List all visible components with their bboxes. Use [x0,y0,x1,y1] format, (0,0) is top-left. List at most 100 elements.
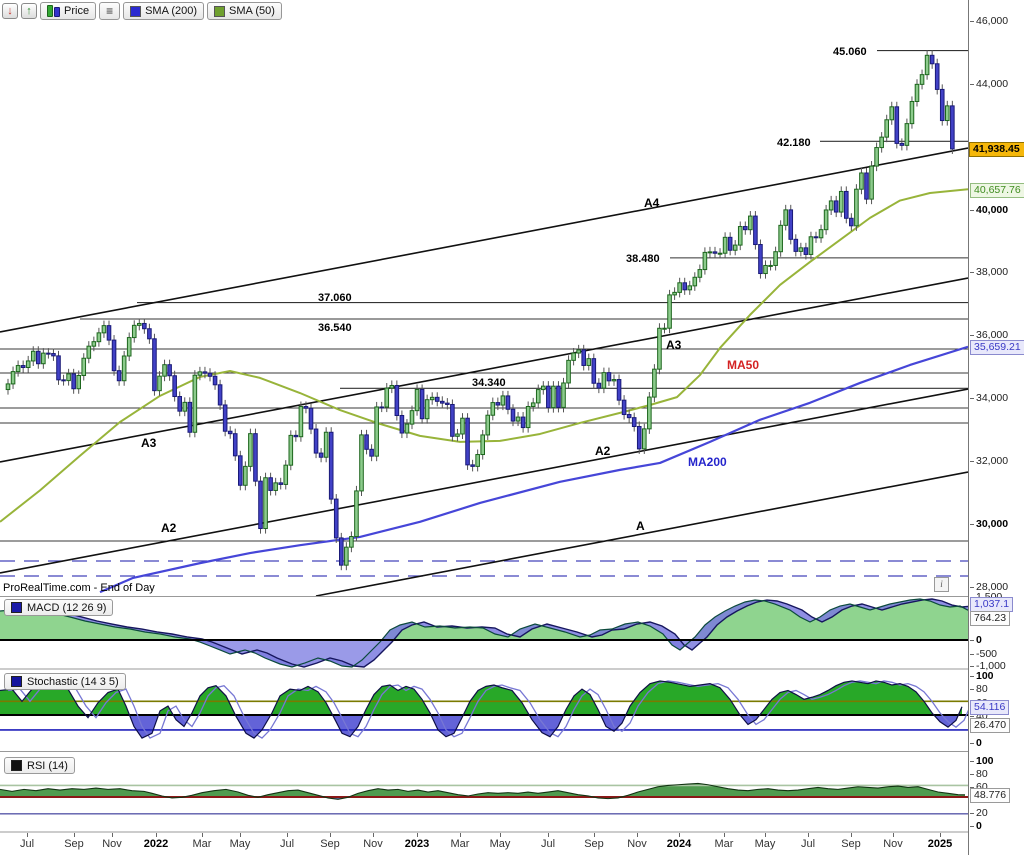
axis-tick-label: -500 [969,647,998,660]
time-tick-label: 2025 [927,838,953,850]
value-badge: 40,657.76 [970,183,1024,198]
time-tick-label: Jul [540,838,556,850]
stochastic-indicator-label: Stochastic (14 3 5) [27,675,119,688]
axis-tick-label: 100 [970,669,994,682]
time-axis[interactable]: Jul Sep Nov 2022 Mar May Jul Sep Nov 2023 Mar May Ju… [0,833,968,855]
time-tick-label: Sep [320,838,340,850]
series-list-button[interactable]: ≡ [99,2,121,20]
time-tick [637,833,638,837]
time-tick-label: 2024 [666,838,692,850]
info-icon[interactable]: i [934,577,949,592]
time-tick-label: Sep [64,838,84,850]
axis-tick-label: 44,000 [969,77,1009,90]
time-tick [112,833,113,837]
axis-tick-label: 36,000 [969,328,1009,341]
axis-tick-label: 40,000 [969,203,1009,216]
time-tick-label: Jul [279,838,295,850]
svg-text:A4: A4 [644,196,660,210]
rsi-swatch-icon [11,760,22,771]
axis-tick-label: 34,000 [969,391,1009,404]
svg-text:A3: A3 [141,436,157,450]
sma200-label: SMA (200) [145,5,198,17]
svg-text:42.180: 42.180 [777,137,811,149]
time-tick-label: 2022 [143,838,169,850]
axis-tick-label: 0 [970,633,982,646]
time-tick [893,833,894,837]
time-tick [240,833,241,837]
axis-tick-label: 60 [970,780,988,793]
time-tick [330,833,331,837]
axis-tick-label: 30,000 [969,517,1009,530]
svg-text:A2: A2 [595,444,611,458]
time-tick [460,833,461,837]
toolbar: ↓ ↑ Price ≡ SMA (200) SMA (50) [2,2,282,20]
macd-indicator-label: MACD (12 26 9) [27,601,107,614]
svg-text:38.480: 38.480 [626,253,660,265]
time-tick-label: Mar [192,838,212,850]
svg-text:34.340: 34.340 [472,377,506,389]
macd-swatch-icon [11,602,22,613]
time-tick [679,833,680,837]
time-tick [548,833,549,837]
price-axis[interactable]: 46,000 44,000 40,000 38,000 36,000 34,000 32,0… [968,0,1024,855]
time-tick [417,833,418,837]
watermark-end-of-day: ProRealTime.com - End of Day [3,582,155,594]
time-tick [373,833,374,837]
axis-tick-label: -1,000 [970,659,1006,672]
time-tick-label: Nov [627,838,647,850]
sma200-button[interactable]: SMA (200) [123,2,205,20]
time-tick-label: Nov [363,838,383,850]
time-tick-label: May [229,838,251,850]
value-badge: 1,037.1 [970,597,1014,612]
red-down-arrow-icon: ↓ [7,5,13,17]
export-down-button[interactable]: ↓ [2,3,18,19]
time-tick-label: Nov [883,838,903,850]
time-tick-label: Jul [19,838,35,850]
time-tick-label: Nov [102,838,122,850]
green-up-arrow-icon: ↑ [26,5,32,17]
axis-tick-label: 32,000 [969,454,1009,467]
time-tick-label: Jul [800,838,816,850]
time-tick-label: May [489,838,511,850]
time-tick-label: 2023 [404,838,430,850]
time-tick [74,833,75,837]
stochastic-swatch-icon [11,676,22,687]
rsi-indicator-chip[interactable]: RSI (14) [4,757,75,774]
axis-tick-label: 80 [970,767,988,780]
value-badge: 35,659.21 [970,340,1024,355]
value-badge: 48.776 [970,788,1011,803]
value-badge: 764.23 [970,611,1011,626]
value-badge: 41,938.45 [969,142,1024,157]
axis-tick-label: 100 [970,754,994,767]
svg-text:36.540: 36.540 [318,322,352,334]
time-tick [851,833,852,837]
svg-text:45.060: 45.060 [833,46,867,58]
price-series-button[interactable]: Price [40,2,97,20]
time-tick [765,833,766,837]
candlestick-icon [47,5,60,17]
time-tick-label: Sep [584,838,604,850]
macd-indicator-chip[interactable]: MACD (12 26 9) [4,599,114,616]
svg-text:A3: A3 [666,338,682,352]
svg-text:A: A [636,519,645,533]
axis-tick-label: 0 [970,819,982,832]
price-series-label: Price [64,5,90,17]
value-badge: 54.116 [970,700,1010,715]
axis-tick-label: 80 [970,682,988,695]
chart-canvas[interactable]: 45.060 42.180 38.480 37.060 36.540 34.340 A4 A3… [0,0,968,833]
svg-text:A2: A2 [161,521,177,535]
time-tick [940,833,941,837]
time-tick [724,833,725,837]
sma50-button[interactable]: SMA (50) [207,2,282,20]
sma50-label: SMA (50) [229,5,275,17]
time-tick [156,833,157,837]
svg-text:37.060: 37.060 [318,292,352,304]
time-tick [808,833,809,837]
sma200-swatch-icon [130,5,142,17]
time-tick-label: Mar [714,838,734,850]
list-icon: ≡ [106,4,114,18]
export-up-button[interactable]: ↑ [21,3,37,19]
stochastic-indicator-chip[interactable]: Stochastic (14 3 5) [4,673,126,690]
svg-text:MA200: MA200 [688,455,727,469]
